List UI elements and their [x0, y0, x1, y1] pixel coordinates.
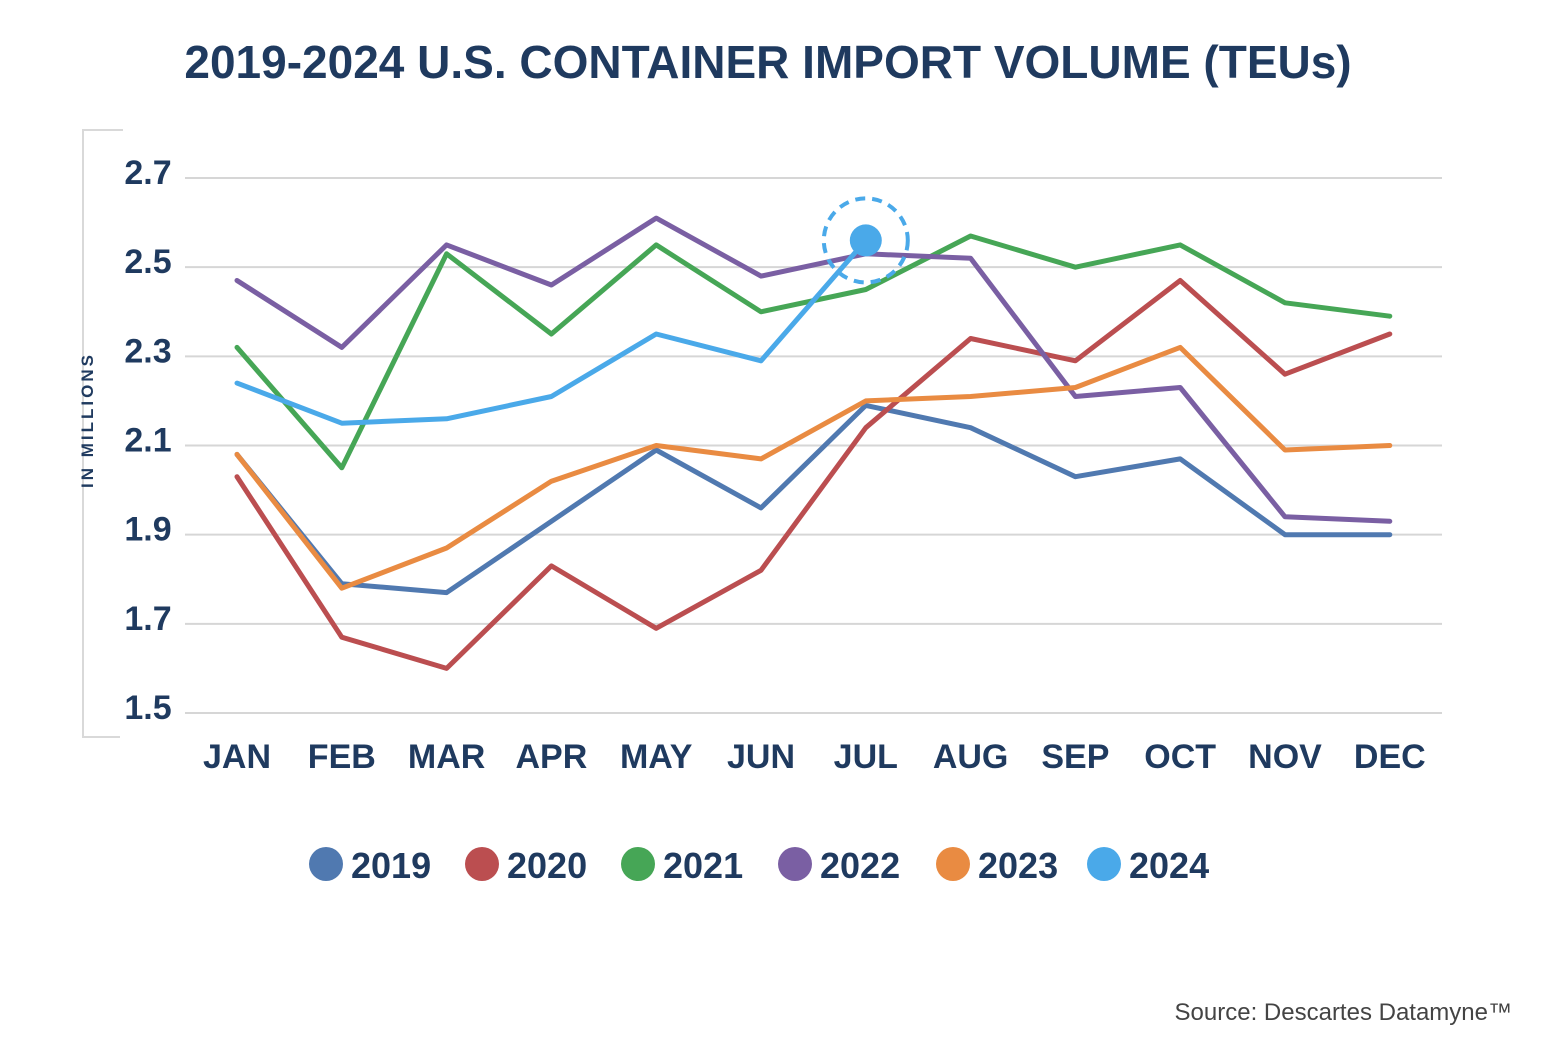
- legend: 2019 2020 2021 2022 2023 2024: [309, 845, 1209, 886]
- y-tick-label: 2.7: [124, 154, 171, 192]
- y-axis-bracket: [82, 129, 123, 738]
- y-tick-label: 1.5: [124, 689, 171, 727]
- y-axis-ticks: 2.7 2.5 2.3 2.1 1.9 1.7 1.5: [124, 154, 171, 727]
- highlight-marker: [821, 196, 910, 285]
- y-tick-label: 1.7: [124, 600, 171, 638]
- legend-label: 2021: [663, 845, 743, 886]
- highlight-point: [849, 224, 882, 257]
- legend-item-2023: 2023: [936, 845, 1058, 886]
- y-axis-label: IN MILLIONS: [78, 352, 97, 488]
- legend-label: 2019: [351, 845, 431, 886]
- legend-swatch: [778, 847, 812, 881]
- legend-item-2022: 2022: [778, 845, 900, 886]
- legend-swatch: [465, 847, 499, 881]
- x-tick-label: AUG: [933, 738, 1009, 776]
- x-tick-label: SEP: [1041, 738, 1109, 776]
- x-tick-label: JAN: [203, 738, 271, 776]
- legend-swatch: [1087, 847, 1121, 881]
- x-tick-label: MAR: [408, 738, 485, 776]
- series-line-2024: [234, 237, 869, 426]
- legend-item-2020: 2020: [465, 845, 587, 886]
- legend-label: 2024: [1129, 845, 1209, 886]
- series-line-2019: [234, 402, 1393, 596]
- legend-swatch: [621, 847, 655, 881]
- x-tick-label: FEB: [308, 738, 376, 776]
- y-tick-label: 2.3: [124, 332, 171, 370]
- series-line-2022: [234, 215, 1393, 524]
- y-tick-label: 2.5: [124, 243, 171, 281]
- x-tick-label: JUL: [834, 738, 898, 776]
- legend-label: 2023: [978, 845, 1058, 886]
- legend-label: 2022: [820, 845, 900, 886]
- y-tick-label: 1.9: [124, 511, 171, 549]
- grid: [185, 177, 1442, 714]
- x-tick-label: NOV: [1248, 738, 1322, 776]
- y-tick-label: 2.1: [124, 422, 171, 460]
- legend-swatch: [309, 847, 343, 881]
- x-tick-label: JUN: [727, 738, 795, 776]
- series-line-2020: [234, 278, 1393, 671]
- chart-title: 2019-2024 U.S. CONTAINER IMPORT VOLUME (…: [184, 36, 1351, 88]
- series-lines: [234, 215, 1393, 671]
- source-note: Source: Descartes Datamyne™: [1175, 999, 1512, 1026]
- legend-swatch: [936, 847, 970, 881]
- highlight-ring: [821, 196, 910, 285]
- legend-label: 2020: [507, 845, 587, 886]
- x-tick-label: MAY: [620, 738, 693, 776]
- legend-item-2019: 2019: [309, 845, 431, 886]
- x-tick-label: APR: [516, 738, 588, 776]
- x-axis-ticks: JAN FEB MAR APR MAY JUN JUL AUG SEP OCT NOV DEC: [203, 738, 1426, 776]
- x-tick-label: DEC: [1354, 738, 1426, 776]
- legend-item-2024: 2024: [1087, 845, 1209, 886]
- legend-item-2021: 2021: [621, 845, 743, 886]
- x-tick-label: OCT: [1144, 738, 1216, 776]
- series-line-2023: [234, 344, 1393, 591]
